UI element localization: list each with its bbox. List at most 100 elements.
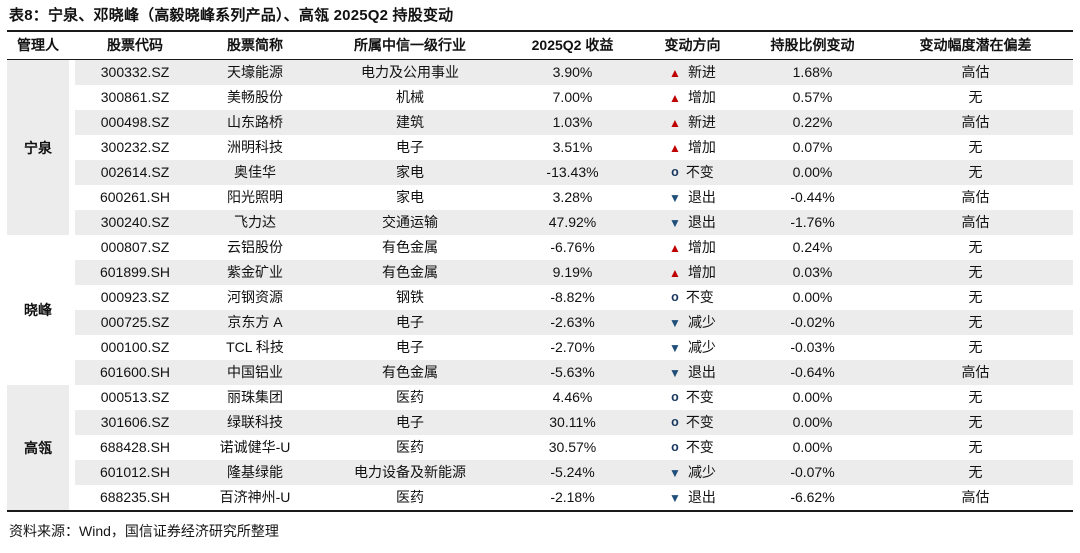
direction-cell: o 不变 xyxy=(640,385,745,411)
direction-wrap: ▼ 退出 xyxy=(640,210,745,235)
bias-cell: 无 xyxy=(968,89,983,105)
industry-cell: 有色金属 xyxy=(382,264,438,280)
bias-cell: 高估 xyxy=(961,114,990,130)
direction-cell: o 不变 xyxy=(640,285,745,311)
stock-code-cell: 688428.SH xyxy=(99,439,171,455)
stock-code-cell: 000100.SZ xyxy=(100,339,170,355)
col-header-industry: 所属中信一级行业 xyxy=(354,37,466,53)
bias-cell: 无 xyxy=(968,389,983,405)
direction-label: 减少 xyxy=(687,314,716,331)
direction-label: 退出 xyxy=(687,364,716,381)
stock-code-cell: 000923.SZ xyxy=(100,289,170,305)
direction-wrap: ▼ 减少 xyxy=(640,460,745,485)
table-header-row: 管理人 股票代码 股票简称 所属中信一级行业 2025Q2 收益 变动方向 持股比例变动 变动… xyxy=(7,32,1073,60)
holding-change-cell: 0.24% xyxy=(792,239,833,255)
stock-name-cell: 紫金矿业 xyxy=(227,264,283,280)
direction-label: 退出 xyxy=(687,189,716,206)
holding-change-cell: -0.03% xyxy=(790,339,835,355)
direction-label: 新进 xyxy=(687,64,716,81)
bias-cell: 无 xyxy=(968,314,983,330)
direction-label: 增加 xyxy=(687,139,716,156)
q2-return-cell: 7.00% xyxy=(552,89,593,105)
col-header-holding-change: 持股比例变动 xyxy=(770,37,855,53)
triangle-down-icon: ▼ xyxy=(669,365,681,380)
direction-wrap: ▲ 新进 xyxy=(640,110,745,135)
direction-wrap: ▲ 增加 xyxy=(640,235,745,260)
direction-cell: ▲ 增加 xyxy=(640,135,745,161)
bias-cell: 无 xyxy=(968,414,983,430)
triangle-up-icon: ▲ xyxy=(669,90,681,105)
industry-cell: 家电 xyxy=(396,164,424,180)
bias-cell: 高估 xyxy=(961,489,990,505)
bias-cell: 无 xyxy=(968,139,983,155)
stock-code-cell: 688235.SH xyxy=(99,489,171,505)
col-header-bias: 变动幅度潜在偏差 xyxy=(919,37,1032,53)
direction-wrap: o 不变 xyxy=(640,385,745,410)
industry-cell: 机械 xyxy=(396,89,424,105)
bias-cell: 高估 xyxy=(961,189,990,205)
triangle-down-icon: ▼ xyxy=(669,490,681,505)
table-row: 000513.SZ 丽珠集团 医药 4.46% o 不变 0.00% 无 xyxy=(75,385,1073,410)
bias-cell: 高估 xyxy=(961,364,990,380)
table-row: 688428.SH 诺诚健华-U 医药 30.57% o 不变 0.00% 无 xyxy=(75,435,1073,460)
source-note: 资料来源：Wind，国信证券经济研究所整理 xyxy=(9,523,279,539)
holding-change-cell: 0.07% xyxy=(792,139,833,155)
q2-return-cell: -5.63% xyxy=(550,364,595,380)
group-rows: 300332.SZ 天壕能源 电力及公用事业 3.90% ▲ 新进 1.68% 高估 30086… xyxy=(75,60,1073,235)
q2-return-cell: 3.90% xyxy=(552,64,593,80)
stock-name-cell: 美畅股份 xyxy=(227,89,283,105)
industry-cell: 医药 xyxy=(396,439,424,455)
col-header-stock-name: 股票简称 xyxy=(227,37,283,53)
stock-name-cell: 山东路桥 xyxy=(227,114,283,130)
bias-cell: 无 xyxy=(968,439,983,455)
industry-cell: 家电 xyxy=(396,189,424,205)
holding-change-cell: 0.00% xyxy=(792,164,833,180)
table-row: 601012.SH 隆基绿能 电力设备及新能源 -5.24% ▼ 减少 -0.07% 无 xyxy=(75,460,1073,485)
stock-code-cell: 601012.SH xyxy=(99,464,171,480)
industry-cell: 电子 xyxy=(396,139,424,155)
direction-cell: ▼ 退出 xyxy=(640,210,745,236)
circle-flat-icon: o xyxy=(671,289,679,304)
direction-wrap: o 不变 xyxy=(640,435,745,460)
q2-return-cell: 47.92% xyxy=(548,214,597,230)
direction-wrap: ▲ 增加 xyxy=(640,135,745,160)
q2-return-cell: 3.51% xyxy=(552,139,593,155)
q2-return-cell: -6.76% xyxy=(550,239,595,255)
stock-name-cell: 绿联科技 xyxy=(227,414,283,430)
manager-cell: 高瓴 xyxy=(7,385,69,510)
direction-label: 退出 xyxy=(687,214,716,231)
direction-wrap: ▼ 退出 xyxy=(640,185,745,210)
industry-cell: 电子 xyxy=(396,314,424,330)
manager-cell: 宁泉 xyxy=(7,60,69,235)
holding-change-cell: 0.00% xyxy=(792,289,833,305)
table-row: 300332.SZ 天壕能源 电力及公用事业 3.90% ▲ 新进 1.68% 高估 xyxy=(75,60,1073,85)
stock-name-cell: 天壕能源 xyxy=(227,64,283,80)
stock-code-cell: 000498.SZ xyxy=(100,114,170,130)
triangle-up-icon: ▲ xyxy=(669,65,681,80)
direction-wrap: o 不变 xyxy=(640,410,745,435)
direction-cell: ▼ 减少 xyxy=(640,310,745,336)
table-row: 000100.SZ TCL 科技 电子 -2.70% ▼ 减少 -0.03% 无 xyxy=(75,335,1073,360)
col-header-stock-code: 股票代码 xyxy=(107,37,163,53)
manager-cell: 晓峰 xyxy=(24,302,52,318)
holding-change-cell: -0.07% xyxy=(790,464,835,480)
circle-flat-icon: o xyxy=(671,389,679,404)
direction-wrap: ▲ 增加 xyxy=(640,85,745,110)
stock-code-cell: 601600.SH xyxy=(99,364,171,380)
manager-group-高瓴: 高瓴 000513.SZ 丽珠集团 医药 4.46% o 不变 0.00% 无 301606.SZ… xyxy=(7,385,1073,510)
direction-cell: ▼ 退出 xyxy=(640,185,745,211)
stock-name-cell: 京东方 A xyxy=(227,314,283,330)
triangle-down-icon: ▼ xyxy=(669,340,681,355)
holding-change-cell: 1.68% xyxy=(792,64,833,80)
table-row: 600261.SH 阳光照明 家电 3.28% ▼ 退出 -0.44% 高估 xyxy=(75,185,1073,210)
direction-label: 不变 xyxy=(685,414,714,431)
direction-cell: o 不变 xyxy=(640,160,745,186)
industry-cell: 电力设备及新能源 xyxy=(354,464,466,480)
stock-code-cell: 000513.SZ xyxy=(100,389,170,405)
triangle-down-icon: ▼ xyxy=(669,190,681,205)
holding-change-cell: -6.62% xyxy=(790,489,835,505)
stock-name-cell: TCL 科技 xyxy=(226,339,284,355)
table-row: 000807.SZ 云铝股份 有色金属 -6.76% ▲ 增加 0.24% 无 xyxy=(75,235,1073,260)
holding-change-cell: 0.03% xyxy=(792,264,833,280)
direction-wrap: o 不变 xyxy=(640,285,745,310)
